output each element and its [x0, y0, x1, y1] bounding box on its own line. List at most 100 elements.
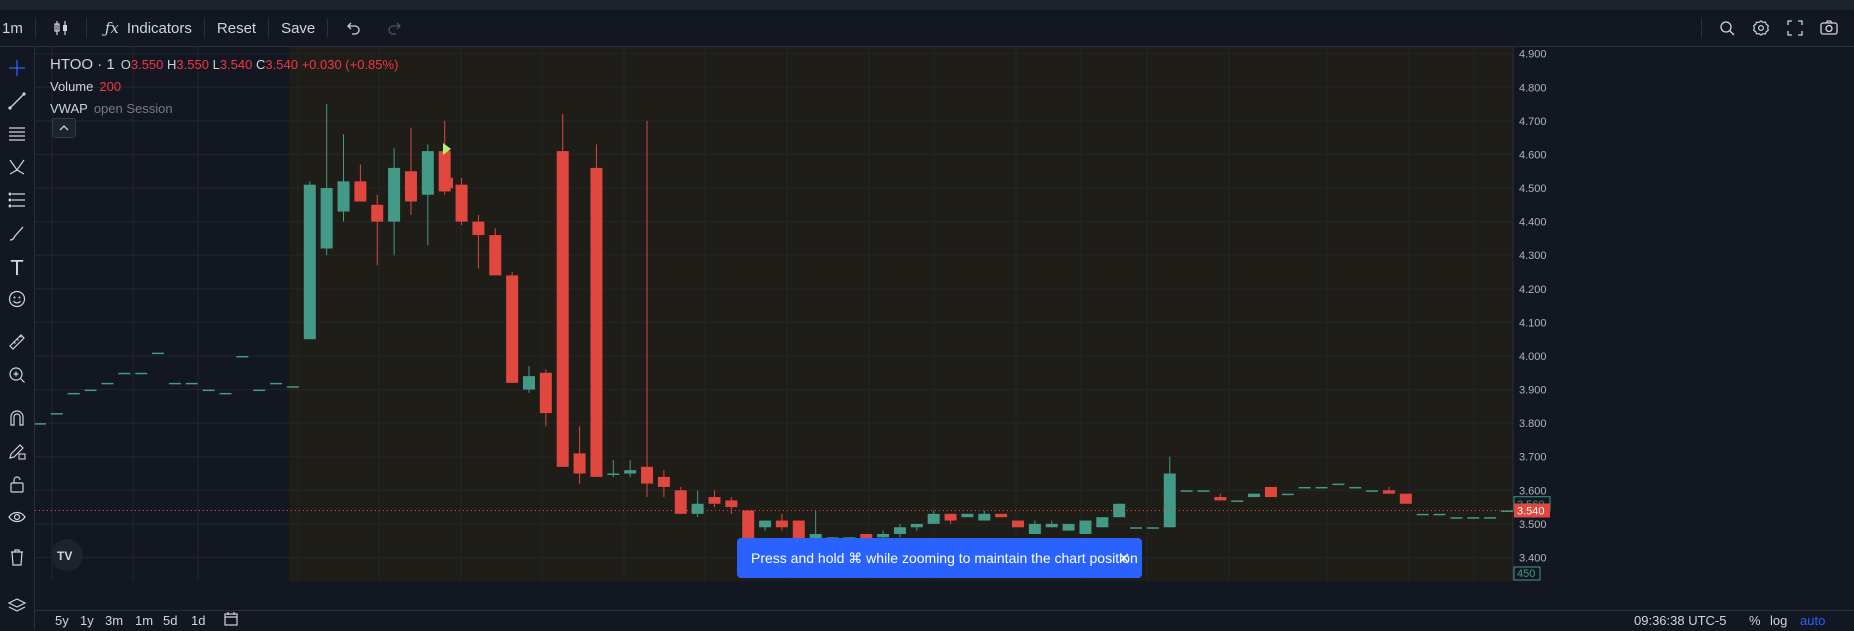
timeframe-5y[interactable]: 5y	[55, 613, 69, 628]
stay-in-drawing-tool[interactable]	[4, 440, 30, 466]
drawing-toolbar: T	[0, 47, 35, 630]
magnet-tool[interactable]	[4, 407, 30, 433]
volume-label: Volume	[50, 79, 94, 94]
forecasting-tool[interactable]	[4, 189, 30, 215]
lock-icon	[7, 474, 27, 499]
high-label: H	[167, 57, 177, 72]
trend-line-tool[interactable]	[4, 90, 30, 116]
remove-drawings-tool[interactable]	[4, 546, 30, 572]
candle-body	[607, 473, 620, 476]
hide-drawings-tool[interactable]	[4, 506, 30, 532]
bottom-bar: 5y 1y 3m 1m 5d 1d 09:36:38 UTC-5 % log a…	[35, 610, 1854, 631]
candle-body	[236, 355, 249, 358]
candle-body	[1450, 517, 1463, 519]
toolbar-divider	[1701, 18, 1702, 38]
pattern-tool[interactable]	[4, 156, 30, 182]
save-button[interactable]: Save	[273, 10, 323, 46]
candle-body	[775, 520, 788, 528]
lock-drawings-tool[interactable]	[4, 473, 30, 499]
symbol-label[interactable]: HTOO · 1	[50, 56, 115, 73]
candle-body	[286, 386, 299, 388]
candle-body	[168, 382, 181, 385]
toast-close-icon[interactable]	[1114, 548, 1134, 568]
vwap-row[interactable]: VWAP open Session	[50, 98, 398, 120]
date-range-icon[interactable]	[223, 611, 239, 630]
timeframe-1m[interactable]: 1m	[135, 613, 154, 628]
chart-type-button[interactable]	[40, 10, 82, 46]
brush-tool[interactable]	[4, 222, 30, 248]
y-tick-label: 3.500	[1519, 519, 1547, 531]
volume-row[interactable]: Volume 200	[50, 76, 398, 98]
low-value: 3.540	[219, 57, 253, 72]
timeframe-1d[interactable]: 1d	[191, 613, 206, 628]
object-tree-tool[interactable]	[4, 595, 30, 621]
function-icon: ƒx	[104, 19, 119, 37]
vwap-settings: open Session	[93, 101, 173, 116]
pencil-lock-icon	[7, 441, 27, 466]
undo-icon	[340, 15, 366, 41]
candle-body	[67, 392, 80, 395]
reset-button[interactable]: Reset	[209, 10, 264, 46]
undo-button[interactable]	[332, 10, 374, 46]
redo-button[interactable]	[374, 10, 416, 46]
pattern-icon	[7, 157, 27, 182]
candle-body	[354, 181, 367, 202]
candle-body	[641, 466, 654, 484]
candle-body	[961, 513, 974, 518]
camera-icon[interactable]	[1816, 15, 1842, 41]
crosshair-tool[interactable]	[4, 57, 30, 83]
window-top-strip	[0, 0, 1854, 10]
candle-body	[421, 151, 434, 195]
candle-body	[219, 392, 232, 395]
y-tick-label: 3.800	[1519, 418, 1547, 430]
price-chart[interactable]: 4.900 4.800 4.700 4.600 4.500 4.400 4.300 4.200…	[35, 47, 1789, 582]
candle-body	[1399, 493, 1412, 504]
y-tick-label: 3.700	[1519, 452, 1547, 464]
candle-body	[320, 188, 333, 249]
candle-body	[1416, 513, 1429, 516]
quick-search-icon[interactable]	[1714, 15, 1740, 41]
price-axis-background	[1513, 47, 1789, 581]
reset-label: Reset	[216, 19, 257, 37]
timeframe-1y[interactable]: 1y	[80, 613, 94, 628]
candle-body	[50, 413, 63, 415]
candle-body	[708, 497, 721, 504]
toast-message: Press and hold ⌘ while zooming to mainta…	[751, 549, 1138, 566]
settings-gear-icon[interactable]	[1748, 15, 1774, 41]
fib-tool[interactable]	[4, 123, 30, 149]
timeframe-3m[interactable]: 3m	[105, 613, 124, 628]
candle-body	[1264, 486, 1277, 498]
candle-body	[1332, 483, 1345, 486]
clock-readout[interactable]: 09:36:38 UTC-5	[1634, 613, 1727, 628]
legend-collapse-button[interactable]	[52, 118, 76, 138]
vwap-label: VWAP	[50, 101, 88, 116]
indicators-button[interactable]: ƒx Indicators	[91, 10, 200, 46]
y-tick-label: 4.500	[1519, 183, 1547, 195]
log-toggle[interactable]: log	[1770, 613, 1788, 628]
text-tool[interactable]: T	[4, 255, 30, 281]
layers-icon	[7, 596, 27, 621]
candle-body	[270, 382, 283, 385]
top-toolbar: 1m ƒx Indicators Reset Save	[0, 10, 1854, 47]
chart-legend: HTOO · 1 O3.550 H3.550 L3.540 C3.540 +0.…	[50, 54, 398, 120]
measure-tool[interactable]	[4, 331, 30, 357]
emoji-tool[interactable]	[4, 288, 30, 314]
candle-body	[1096, 517, 1109, 528]
auto-toggle[interactable]: auto	[1800, 613, 1826, 628]
toolbar-divider	[85, 18, 87, 38]
candles-icon	[48, 15, 74, 41]
volume-tag-text: 450	[1517, 568, 1535, 580]
zoom-in-tool[interactable]	[4, 364, 30, 390]
timeframe-5d[interactable]: 5d	[163, 613, 178, 628]
candle-body	[995, 513, 1008, 518]
candle-body	[1163, 473, 1176, 528]
eye-icon	[7, 507, 27, 532]
brush-icon	[7, 223, 27, 248]
interval-button[interactable]: 1m	[0, 10, 31, 46]
percent-toggle[interactable]: %	[1749, 613, 1761, 628]
candle-body	[978, 513, 991, 521]
fullscreen-icon[interactable]	[1782, 15, 1808, 41]
candle-body	[253, 389, 266, 392]
y-tick-label: 4.400	[1519, 217, 1547, 229]
candle-body	[573, 453, 586, 474]
